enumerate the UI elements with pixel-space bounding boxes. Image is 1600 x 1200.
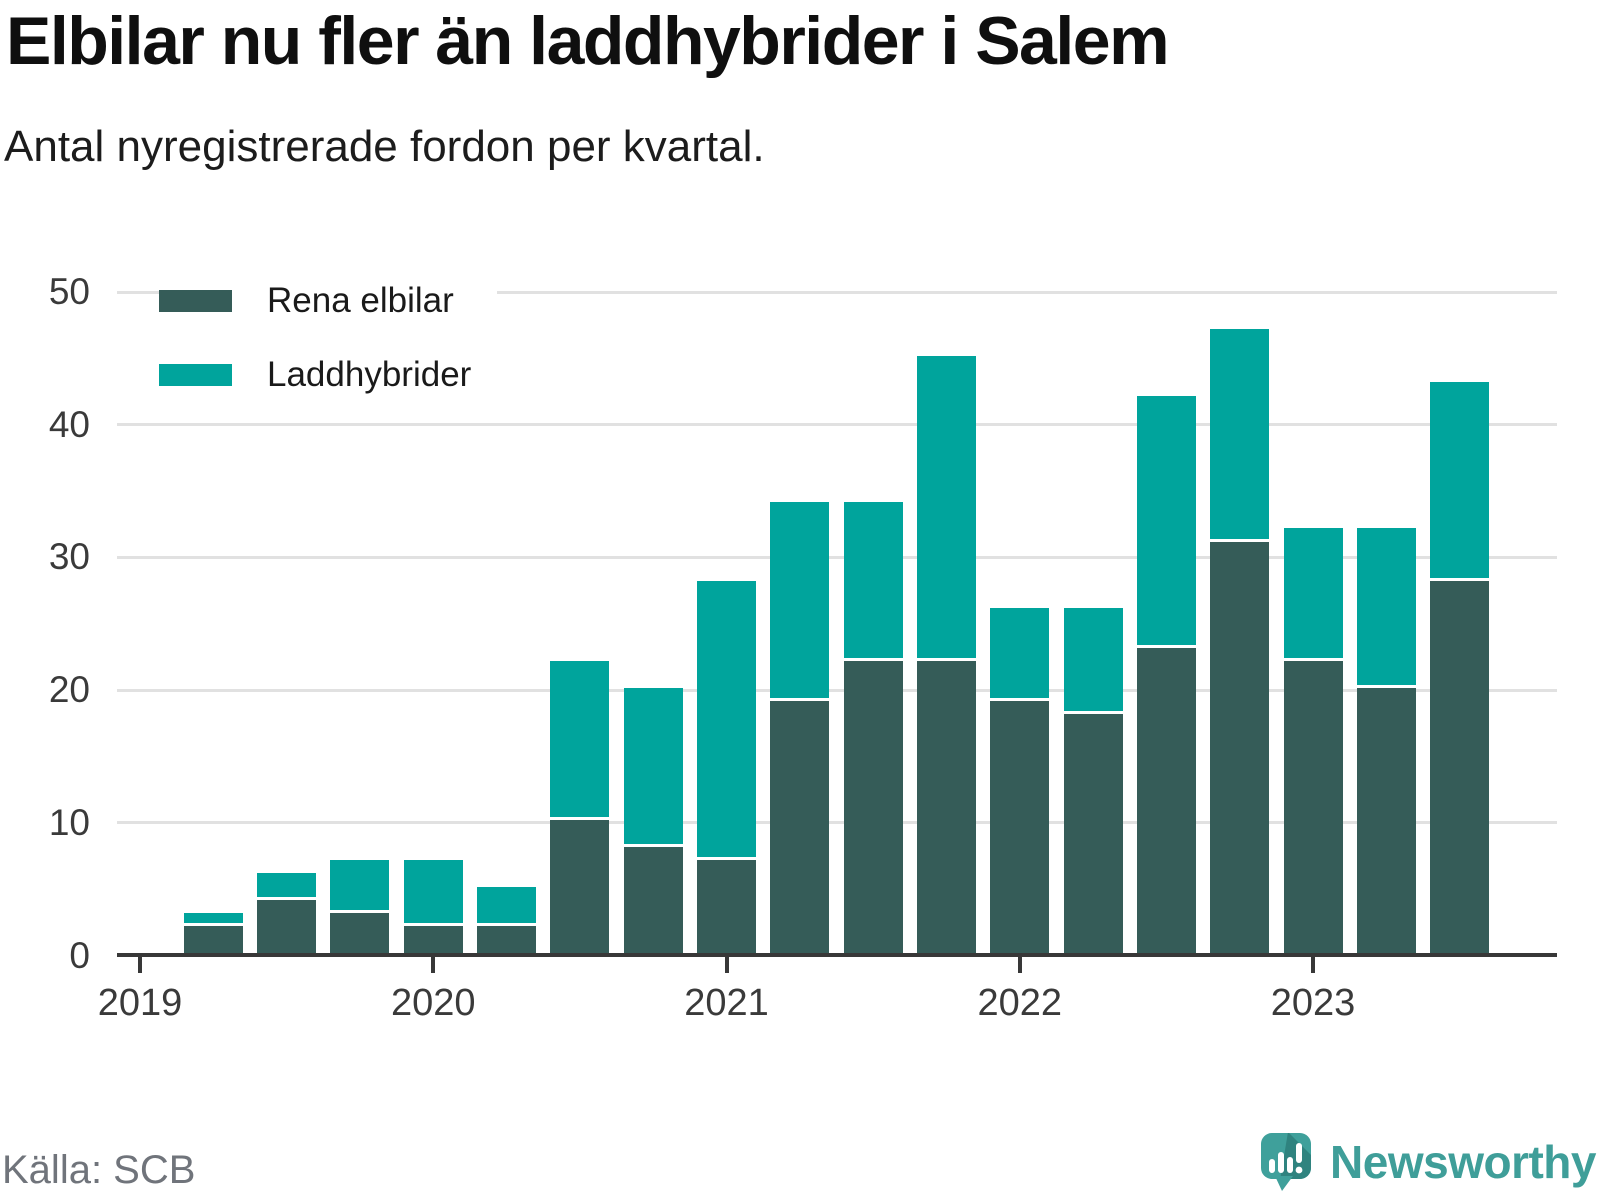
chart-subtitle: Antal nyregistrerade fordon per kvartal. — [4, 122, 765, 171]
bar-2023-q3 — [1430, 382, 1490, 953]
y-axis-tick-label: 40 — [48, 403, 90, 445]
segment-rena-elbilar — [916, 661, 976, 953]
segment-rena-elbilar — [403, 926, 463, 953]
segment-rena-elbilar — [1430, 581, 1490, 953]
x-axis-tick-label: 2020 — [390, 982, 476, 1024]
segment-laddhybrider — [990, 608, 1050, 698]
y-axis-tick-label: 30 — [48, 536, 90, 578]
segment-laddhybrider — [916, 355, 976, 659]
bar-2019-q4 — [330, 860, 390, 953]
segment-laddhybrider — [257, 873, 317, 897]
gridline — [117, 290, 1557, 294]
source-note: Källa: SCB — [2, 1148, 196, 1192]
bar-2022-q3 — [1136, 395, 1196, 953]
legend-label: Rena elbilar — [267, 281, 454, 320]
segment-rena-elbilar — [1210, 541, 1270, 953]
x-axis-tick-label: 2019 — [97, 982, 183, 1024]
x-axis-tick-label: 2021 — [684, 982, 769, 1024]
legend-swatch — [159, 364, 232, 386]
segment-laddhybrider — [183, 913, 243, 924]
bar-2021-q2 — [770, 501, 830, 953]
bar-2023-q2 — [1356, 528, 1416, 953]
segment-rena-elbilar — [477, 926, 537, 953]
x-axis-tick-label: 2023 — [1270, 982, 1356, 1024]
segment-rena-elbilar — [770, 700, 830, 953]
segment-laddhybrider — [770, 501, 830, 698]
gridline — [117, 555, 1557, 559]
bar-2022-q2 — [1063, 607, 1123, 953]
segment-laddhybrider — [330, 860, 390, 911]
x-axis-tick — [1311, 957, 1315, 973]
bar-2020-q1 — [403, 860, 463, 953]
gridline — [117, 821, 1557, 825]
gridline — [117, 688, 1557, 692]
segment-rena-elbilar — [1063, 714, 1123, 953]
legend-swatch — [159, 290, 232, 312]
y-axis-tick-label: 50 — [48, 271, 90, 312]
segment-laddhybrider — [1136, 395, 1196, 645]
y-axis-tick-label: 10 — [48, 801, 90, 843]
segment-laddhybrider — [697, 581, 756, 858]
bar-2019-q3 — [257, 873, 317, 953]
segment-laddhybrider — [623, 687, 683, 844]
segment-laddhybrider — [1430, 382, 1490, 579]
segment-rena-elbilar — [1136, 647, 1196, 953]
segment-laddhybrider — [477, 886, 537, 924]
segment-rena-elbilar — [623, 846, 683, 953]
segment-laddhybrider — [1063, 607, 1123, 712]
legend-item-laddhybrider: Laddhybrider — [159, 353, 498, 397]
bar-2020-q4 — [623, 687, 683, 953]
segment-rena-elbilar — [1283, 661, 1343, 953]
segment-rena-elbilar — [257, 899, 317, 953]
bar-2020-q3 — [550, 661, 610, 953]
x-axis-tick — [138, 957, 142, 973]
segment-rena-elbilar — [1356, 687, 1416, 953]
x-axis-line — [117, 953, 1557, 957]
y-axis-tick-label: 0 — [69, 934, 90, 976]
bar-2020-q2 — [477, 886, 537, 953]
segment-laddhybrider — [1283, 528, 1343, 659]
segment-laddhybrider — [843, 501, 903, 659]
x-axis-tick — [724, 957, 729, 973]
bar-2021-q3 — [843, 501, 903, 953]
segment-rena-elbilar — [183, 926, 243, 953]
segment-laddhybrider — [1210, 329, 1270, 539]
segment-rena-elbilar — [330, 913, 390, 953]
segment-laddhybrider — [403, 860, 463, 924]
newsworthy-bubble-icon — [1261, 1133, 1312, 1191]
brand-logo: Newsworthy — [1260, 1132, 1596, 1192]
legend-item-rena-elbilar: Rena elbilar — [159, 279, 498, 323]
x-axis-tick — [431, 957, 436, 973]
brand-name: Newsworthy — [1330, 1136, 1596, 1188]
legend-label: Laddhybrider — [267, 355, 472, 394]
bar-2021-q4 — [916, 355, 976, 953]
legend: Rena elbilar Laddhybrider — [159, 279, 498, 427]
bar-2023-q1 — [1283, 528, 1343, 953]
bar-2022-q4 — [1210, 329, 1270, 953]
segment-rena-elbilar — [550, 820, 610, 953]
segment-laddhybrider — [550, 661, 610, 818]
bar-2019-q2 — [183, 913, 243, 953]
chart-title: Elbilar nu fler än laddhybrider i Salem — [6, 3, 1170, 79]
x-axis-tick — [1017, 957, 1022, 973]
y-axis-tick-label: 20 — [48, 669, 90, 711]
segment-rena-elbilar — [990, 700, 1050, 953]
segment-rena-elbilar — [697, 860, 756, 953]
gridline — [117, 423, 1557, 427]
x-axis-tick-label: 2022 — [977, 982, 1063, 1024]
segment-rena-elbilar — [843, 661, 903, 953]
bar-2022-q1 — [990, 608, 1050, 953]
bar-2021-q1 — [697, 581, 756, 953]
segment-laddhybrider — [1356, 528, 1416, 685]
